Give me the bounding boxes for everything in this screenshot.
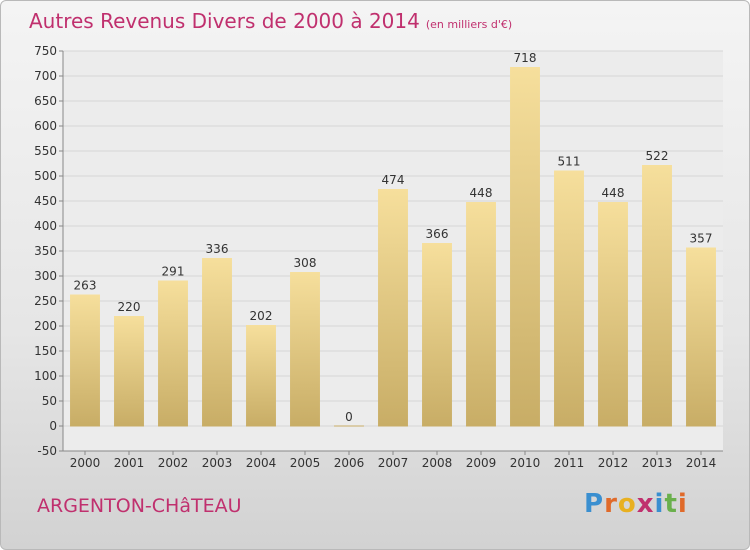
y-tick-label: 100 — [34, 369, 57, 383]
x-tick-label: 2004 — [246, 456, 277, 470]
bar-2003 — [202, 258, 232, 426]
x-tick-label: 2006 — [334, 456, 365, 470]
data-label: 202 — [250, 309, 273, 323]
data-label: 291 — [162, 265, 185, 279]
y-tick-label: 250 — [34, 294, 57, 308]
data-label: 474 — [382, 173, 405, 187]
y-tick-label: 550 — [34, 144, 57, 158]
bar-2012 — [598, 202, 628, 426]
bar-2005 — [290, 272, 320, 426]
logo-letter: i — [654, 489, 665, 519]
bar-2001 — [114, 316, 144, 426]
x-tick-label: 2002 — [158, 456, 189, 470]
data-label: 0 — [345, 410, 353, 424]
data-label: 522 — [646, 149, 669, 163]
y-tick-label: 50 — [42, 394, 57, 408]
data-label: 263 — [74, 279, 97, 293]
x-tick-label: 2003 — [202, 456, 233, 470]
x-tick-label: 2013 — [642, 456, 673, 470]
x-tick-label: 2011 — [554, 456, 585, 470]
y-tick-label: 350 — [34, 244, 57, 258]
place-name: ARGENTON-CHâTEAU — [37, 495, 242, 517]
bars — [70, 67, 716, 427]
x-tick-label: 2001 — [114, 456, 145, 470]
data-label: 448 — [470, 186, 493, 200]
chart-title-text: Autres Revenus Divers de 2000 à 2014 — [29, 9, 420, 33]
x-tick-label: 2007 — [378, 456, 409, 470]
data-labels: 263 220 291 336 202 308 0 474 366 448 718 511 448 522… — [74, 51, 713, 424]
bar-2008 — [422, 243, 452, 426]
x-tick-label: 2008 — [422, 456, 453, 470]
logo-letter: o — [617, 489, 637, 519]
logo-letter: i — [677, 489, 688, 519]
bar-2013 — [642, 165, 672, 426]
bar-2009 — [466, 202, 496, 426]
logo-letter: P — [584, 489, 605, 519]
data-label: 336 — [206, 242, 229, 256]
data-label: 357 — [690, 232, 713, 246]
bar-2002 — [158, 280, 188, 426]
logo-letter: t — [664, 489, 678, 519]
chart-title: Autres Revenus Divers de 2000 à 2014 (en … — [29, 9, 512, 33]
data-label: 308 — [294, 256, 317, 270]
data-label: 448 — [602, 186, 625, 200]
data-label: 511 — [558, 155, 581, 169]
bar-2014 — [686, 247, 716, 426]
y-tick-label: 500 — [34, 169, 57, 183]
x-tick-label: 2009 — [466, 456, 497, 470]
bar-2000 — [70, 294, 100, 426]
y-tick-label: 400 — [34, 219, 57, 233]
y-tick-label: 750 — [34, 44, 57, 58]
bar-2011 — [554, 170, 584, 426]
proxiti-logo: Proxiti — [584, 489, 688, 519]
x-tick-label: 2010 — [510, 456, 541, 470]
y-tick-label: 200 — [34, 319, 57, 333]
x-tick-label: 2014 — [686, 456, 717, 470]
y-tick-label: 150 — [34, 344, 57, 358]
y-tick-label: 300 — [34, 269, 57, 283]
bar-2007 — [378, 189, 408, 426]
y-tick-label: -50 — [37, 444, 57, 458]
logo-letter: x — [636, 489, 655, 519]
bar-2010 — [510, 67, 540, 426]
chart-title-unit: (en milliers d'€) — [425, 18, 513, 31]
bar-2004 — [246, 325, 276, 426]
x-tick-label: 2005 — [290, 456, 321, 470]
x-axis: 2000 2001 2002 2003 2004 2005 2006 2007 2008 2009… — [70, 451, 717, 470]
data-label: 220 — [118, 300, 141, 314]
data-label: 718 — [514, 51, 537, 65]
y-tick-label: 450 — [34, 194, 57, 208]
x-tick-label: 2012 — [598, 456, 629, 470]
y-tick-label: 650 — [34, 94, 57, 108]
y-tick-label: 700 — [34, 69, 57, 83]
data-label: 366 — [426, 227, 449, 241]
y-tick-label: 0 — [49, 419, 57, 433]
logo-letter: r — [604, 489, 618, 519]
y-tick-label: 600 — [34, 119, 57, 133]
x-tick-label: 2000 — [70, 456, 101, 470]
